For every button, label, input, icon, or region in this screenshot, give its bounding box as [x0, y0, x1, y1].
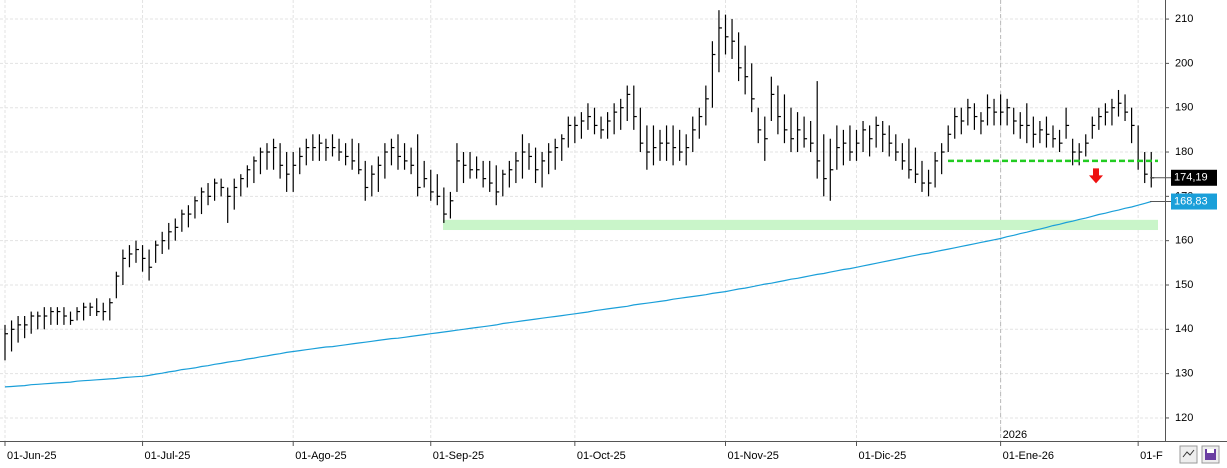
price-label-box: [1171, 193, 1217, 210]
y-tick-label: 140: [1175, 323, 1193, 335]
x-tick-label: 01-Ene-26: [1003, 450, 1054, 462]
price-label: 174,19: [1174, 172, 1208, 184]
x-tick-label: 01-Nov-25: [728, 450, 779, 462]
y-tick-label: 160: [1175, 235, 1193, 247]
save-icon: [1205, 449, 1216, 460]
down-arrow: [1089, 168, 1103, 184]
y-tick-label: 190: [1175, 102, 1193, 114]
save-icon-label: [1207, 449, 1214, 453]
price-label: 168,83: [1174, 195, 1208, 207]
y-tick-label: 120: [1175, 412, 1193, 424]
x-tick-label: 01-Ago-25: [295, 450, 346, 462]
y-tick-label: 150: [1175, 279, 1193, 291]
x-tick-label: 01-Jun-25: [7, 450, 57, 462]
price-label-box: [1171, 169, 1217, 186]
moving-average: [4, 200, 1152, 388]
x-tick-label: 01-Dic-25: [859, 450, 907, 462]
support-zone: [443, 219, 1158, 231]
settings-button[interactable]: [1179, 445, 1198, 464]
settings-icon: [1182, 449, 1195, 458]
x-tick-label: 01-Sep-25: [433, 450, 484, 462]
year-label: 2026: [1003, 429, 1027, 441]
y-tick-label: 130: [1175, 368, 1193, 380]
x-tick-label: 01-Oct-25: [577, 450, 626, 462]
x-tick-label: 01-F: [1140, 450, 1163, 462]
y-tick-label: 210: [1175, 13, 1193, 25]
y-tick-label: 180: [1175, 146, 1193, 158]
x-tick-label: 01-Jul-25: [145, 450, 191, 462]
y-tick-label: 200: [1175, 57, 1193, 69]
